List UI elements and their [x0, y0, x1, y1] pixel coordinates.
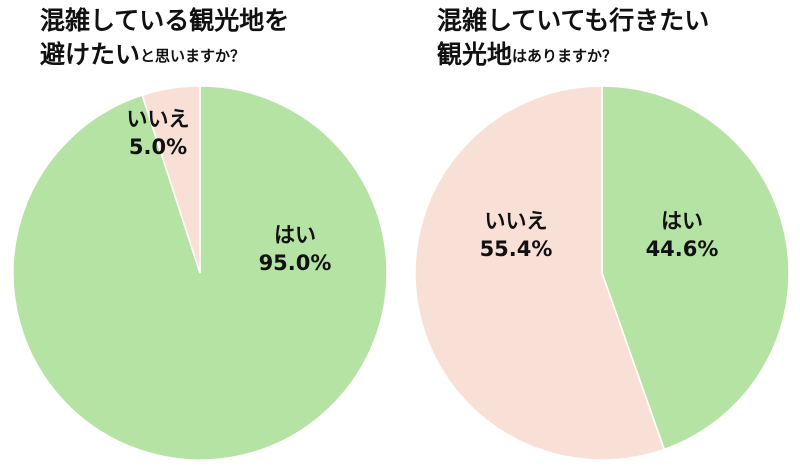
chart-title: 混雑していても行きたい	[437, 6, 709, 35]
slice-label: はい	[274, 223, 316, 247]
pie-slice	[141, 85, 201, 274]
slice-label: はい	[661, 209, 703, 233]
value-label: 55.4%	[480, 237, 553, 261]
slice-label: いいえ	[127, 107, 190, 131]
pie-slice	[414, 85, 666, 461]
value-label: 95.0%	[259, 251, 332, 275]
chart-title: 混雑している観光地を	[40, 6, 289, 35]
title-part: と思いますか？	[140, 47, 245, 65]
pie-slice	[601, 85, 790, 451]
value-label: 5.0%	[129, 135, 187, 159]
title-part: 観光地	[437, 40, 512, 69]
chart-title: 避けたいと思いますか？	[40, 40, 245, 69]
title-part: 避けたい	[40, 40, 140, 69]
title-part: はありますか？	[512, 47, 617, 65]
value-label: 44.6%	[646, 237, 719, 261]
chart-title: 観光地はありますか？	[437, 40, 617, 69]
slice-label: いいえ	[485, 209, 548, 233]
